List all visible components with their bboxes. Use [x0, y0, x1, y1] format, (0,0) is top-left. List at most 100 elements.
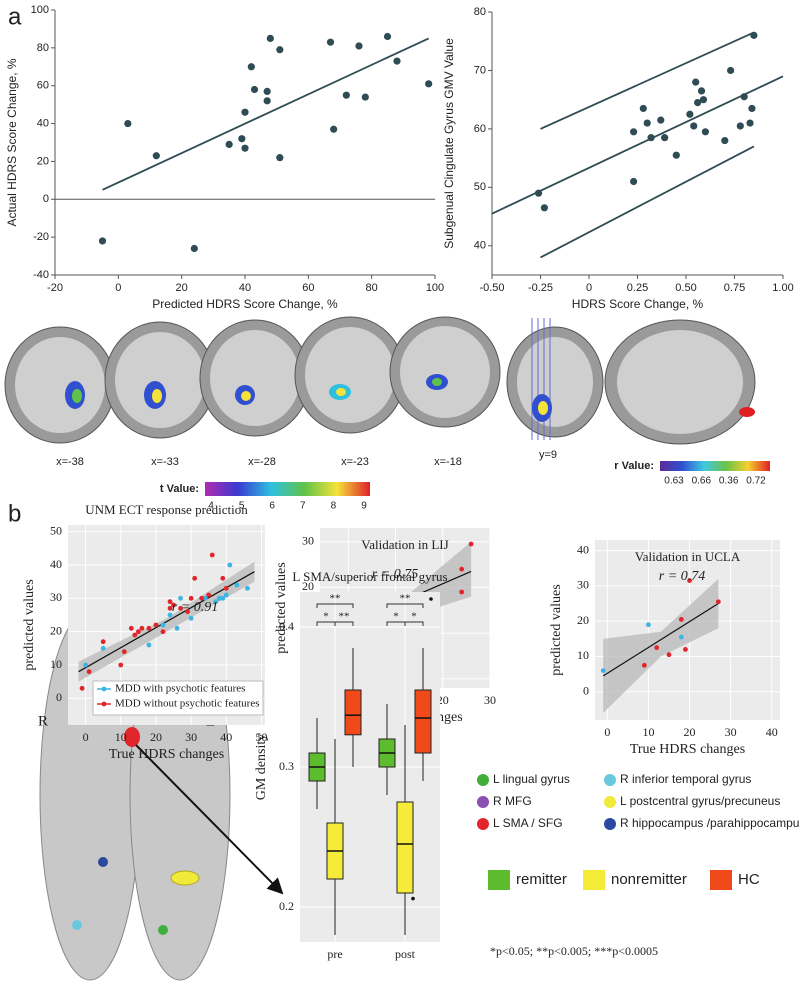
- y-axis-label: Subgenual Cingulate Gyrus GMV Value: [442, 38, 456, 249]
- x-tick-label: 20: [684, 725, 696, 739]
- y-tick-label: 0: [56, 690, 62, 704]
- y-tick-label: 50: [50, 523, 62, 537]
- point: [247, 63, 255, 71]
- point: [740, 93, 748, 101]
- point: [83, 662, 88, 668]
- region-label: R MFG: [493, 794, 532, 808]
- x-tick-label: 30: [185, 730, 197, 744]
- panel-label: a: [8, 3, 22, 30]
- significance-bracket: [386, 603, 424, 608]
- point: [468, 541, 474, 547]
- x-tick-label: 0: [586, 282, 592, 294]
- point: [654, 645, 660, 651]
- x-tick-label: -20: [47, 282, 63, 294]
- point: [750, 31, 758, 39]
- slice-label: x=-23: [341, 456, 369, 468]
- annotation: r = 0.91: [172, 600, 218, 615]
- fit-line: [102, 37, 430, 191]
- point: [220, 575, 226, 581]
- point: [188, 615, 194, 621]
- fit-line: [540, 31, 755, 130]
- outlier: [429, 597, 433, 601]
- chart-title: L SMA/superior frontal gyrus: [292, 569, 447, 584]
- y-tick-label: 40: [474, 240, 486, 252]
- x-tick-label: 30: [725, 725, 737, 739]
- point: [98, 237, 107, 245]
- y-tick-label: 50: [474, 181, 486, 193]
- point: [153, 622, 159, 628]
- point: [178, 595, 183, 601]
- point: [241, 144, 249, 152]
- y-tick-label: 0.4: [279, 619, 294, 633]
- point: [666, 652, 672, 658]
- colorbar: [660, 461, 770, 471]
- point: [225, 140, 233, 148]
- x-tick-label: pre: [327, 947, 342, 961]
- point: [630, 177, 638, 186]
- point: [209, 552, 215, 558]
- y-axis-label: predicted values: [274, 562, 289, 653]
- region-label: L SMA / SFG: [493, 816, 563, 830]
- point: [647, 134, 655, 142]
- point: [234, 582, 240, 588]
- fit-line: [602, 603, 719, 677]
- colorbar-tick: 4: [208, 501, 214, 512]
- significance-label: **: [339, 611, 350, 623]
- point: [132, 632, 138, 638]
- y-tick-label: 40: [37, 117, 49, 129]
- point: [185, 609, 191, 615]
- legend-label: MDD without psychotic features: [115, 698, 260, 710]
- point: [213, 599, 219, 605]
- fit-line: [540, 145, 755, 259]
- x-tick-label: 30: [484, 693, 496, 707]
- point: [100, 645, 106, 651]
- region-swatch: [477, 796, 489, 808]
- x-tick-label: 100: [426, 282, 444, 294]
- y-axis-label: predicted values: [549, 584, 564, 675]
- point: [678, 634, 684, 640]
- point: [86, 669, 92, 675]
- point: [600, 668, 606, 673]
- point: [748, 104, 756, 113]
- significance-label: **: [330, 593, 341, 605]
- colorbar-tick: 0.66: [692, 476, 712, 487]
- point: [694, 98, 702, 107]
- point: [199, 595, 205, 601]
- y-axis-label: Actual HDRS Score Change, %: [5, 58, 19, 226]
- significance-label: *: [323, 611, 329, 623]
- y-tick-label: 10: [50, 657, 62, 671]
- point: [641, 662, 647, 668]
- y-tick-label: -20: [33, 231, 49, 243]
- x-tick-label: -0.25: [528, 282, 553, 294]
- point: [245, 585, 250, 591]
- slice-label: x=-38: [56, 456, 84, 468]
- y-tick-label: 30: [577, 578, 589, 592]
- point: [160, 622, 166, 628]
- colorbar-tick: 0.63: [664, 476, 684, 487]
- legend-label: MDD with psychotic features: [115, 683, 245, 695]
- point: [393, 57, 401, 65]
- point: [326, 38, 335, 46]
- point: [223, 585, 229, 591]
- colorbar-label: r Value:: [614, 460, 654, 472]
- point: [690, 122, 698, 130]
- point: [202, 595, 208, 601]
- x-tick-label: 0.50: [675, 282, 696, 294]
- chart: 0 10 20 30 40 50 0 10 20 30 40 50 UNM ECT response p…: [22, 502, 267, 762]
- point: [250, 85, 259, 94]
- x-tick-label: 0: [83, 730, 89, 744]
- point: [124, 119, 132, 128]
- point: [646, 622, 651, 628]
- colorbar-tick: 8: [331, 501, 337, 512]
- y-tick-label: 80: [474, 6, 486, 18]
- region-swatch: [604, 796, 616, 808]
- x-axis-label: True HDRS changes: [630, 742, 745, 757]
- legend-swatch: [488, 870, 510, 890]
- point: [736, 122, 744, 130]
- point: [263, 87, 271, 95]
- colorbar: [205, 482, 370, 496]
- point: [342, 91, 350, 99]
- point: [721, 136, 729, 145]
- x-tick-label: 60: [302, 282, 314, 294]
- x-axis-label: HDRS Score Change, %: [572, 297, 704, 311]
